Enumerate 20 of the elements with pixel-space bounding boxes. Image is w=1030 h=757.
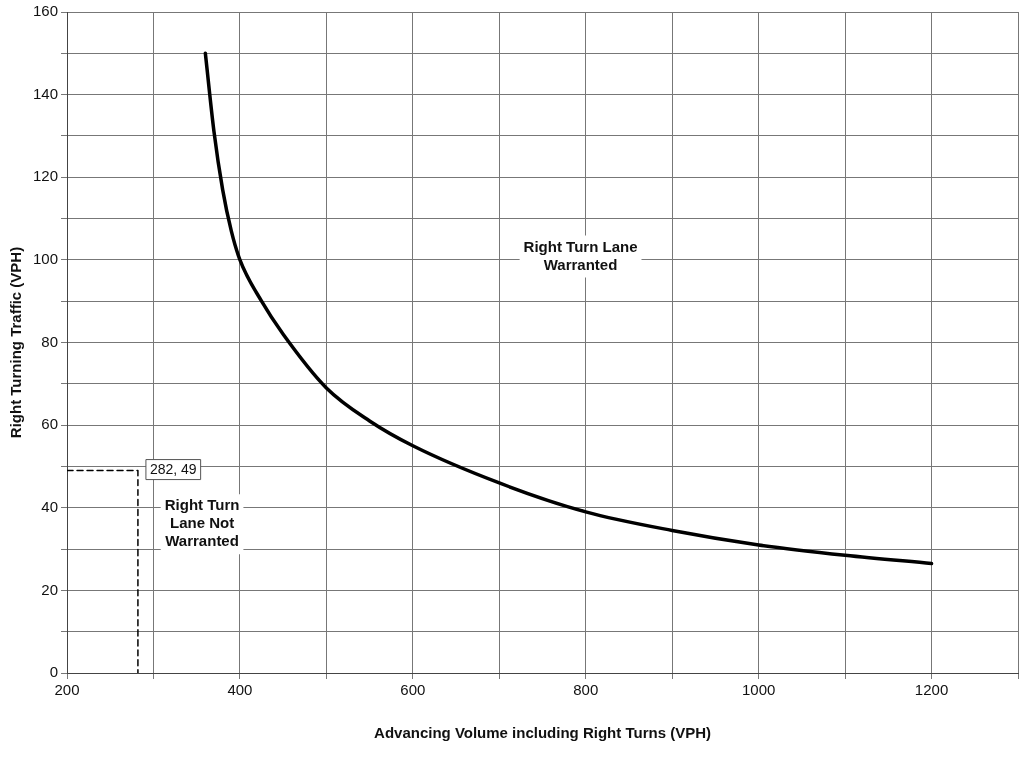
x-tick-label: 600 (400, 681, 426, 699)
x-tick-label: 200 (54, 681, 80, 699)
x-tick-label: 400 (227, 681, 253, 699)
y-tick-label: 100 (33, 250, 59, 268)
y-tick-label: 40 (41, 497, 59, 515)
x-tick-label: 1200 (914, 681, 949, 699)
annotation: Right Turn Lane Warranted (523, 237, 638, 273)
y-tick-label: 60 (41, 415, 59, 433)
x-tick-label: 800 (573, 681, 599, 699)
y-tick-label: 160 (33, 2, 59, 20)
y-tick-label: 120 (33, 167, 59, 185)
y-tick-label: 20 (41, 580, 59, 598)
x-tick-label: 1000 (741, 681, 776, 699)
y-axis-title: Right Turning Traffic (VPH) (7, 246, 25, 439)
annotation: Right Turn Lane Not Warranted (164, 496, 240, 550)
y-tick-label: 140 (33, 84, 59, 102)
annotation: 282, 49 (149, 461, 197, 478)
y-tick-label: 0 (49, 663, 59, 681)
x-axis-title: Advancing Volume including Right Turns (VPH) (374, 724, 711, 742)
y-tick-label: 80 (41, 332, 59, 350)
